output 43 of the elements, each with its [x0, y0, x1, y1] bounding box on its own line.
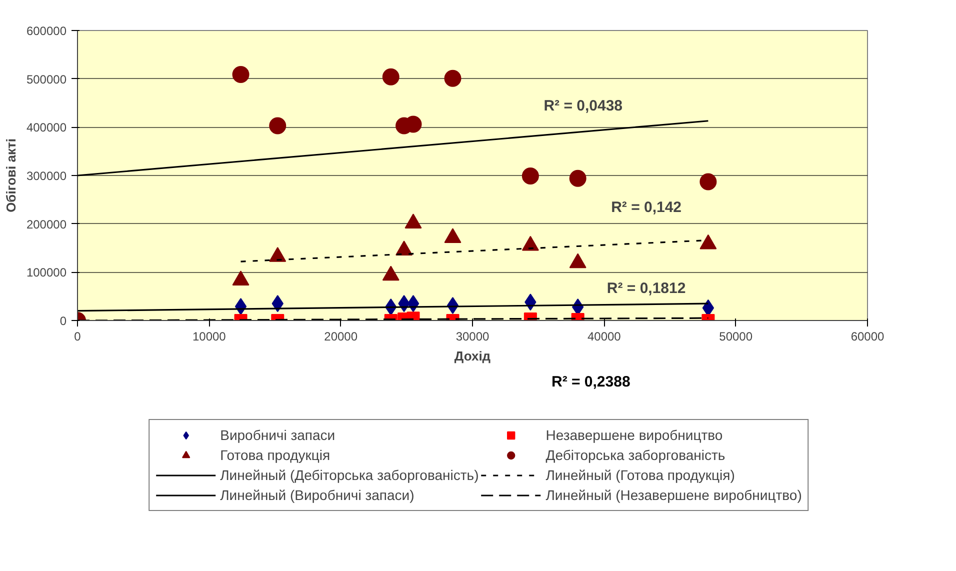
- y-axis-title: Обігові акті: [3, 138, 18, 212]
- legend-label: Линейный (Виробничі запаси): [220, 486, 414, 504]
- annotation: R² = 0,1812: [606, 280, 686, 298]
- point: [382, 266, 400, 281]
- x-tick-label: 60000: [850, 330, 885, 344]
- x-tick-label: 10000: [192, 330, 226, 344]
- legend-label: Линейный (Дебіторська заборгованість): [220, 466, 479, 484]
- y-tick-label: 0: [60, 314, 67, 328]
- legend-label: Дебіторська заборгованість: [546, 446, 726, 464]
- point: [700, 173, 717, 190]
- point: [404, 214, 422, 228]
- text: R² = 0,2388: [552, 374, 630, 390]
- y-tick-label: 600000: [26, 24, 67, 38]
- y-tick-label: 100000: [26, 266, 67, 280]
- legend-label: Готова продукція: [220, 446, 330, 464]
- point: [382, 68, 400, 86]
- point: [269, 117, 286, 134]
- point: [269, 246, 286, 262]
- legend-label: Виробничі запаси: [220, 426, 336, 444]
- y-tick-label: 400000: [26, 120, 67, 135]
- y-tick-label: 300000: [26, 169, 67, 183]
- point: [444, 228, 462, 243]
- y-tick-label: 500000: [26, 72, 67, 86]
- y-tick-label: 200000: [26, 217, 67, 232]
- point: [232, 66, 250, 83]
- point: [232, 270, 250, 286]
- point: [700, 234, 717, 250]
- legend-label: Линейный (Готова продукція): [546, 466, 735, 484]
- x-tick-label: 20000: [324, 330, 358, 344]
- x-tick-label: 40000: [587, 330, 622, 344]
- point: [522, 236, 539, 251]
- x-tick-label: 50000: [719, 330, 753, 344]
- legend-label: Незавершене виробництво: [546, 426, 723, 444]
- annotation: R² = 0,142: [611, 198, 682, 216]
- x-tick-label: 30000: [456, 330, 490, 344]
- x-axis-title: Дохід: [454, 348, 492, 364]
- point: [569, 253, 586, 268]
- point: [522, 168, 539, 184]
- x-tick-label: 0: [74, 330, 82, 344]
- annotation: R² = 0,0438: [544, 97, 623, 114]
- legend-label: Линейный (Незавершене виробництво): [546, 486, 802, 504]
- point: [569, 170, 586, 187]
- point: [444, 70, 462, 87]
